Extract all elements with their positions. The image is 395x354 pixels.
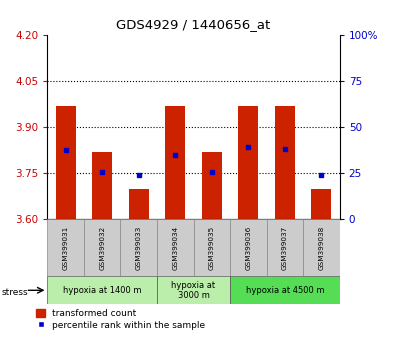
Bar	[129, 189, 149, 219]
Text: stress: stress	[2, 287, 28, 297]
Bar	[311, 189, 331, 219]
Text: GSM399035: GSM399035	[209, 226, 215, 270]
Text: GSM399031: GSM399031	[63, 226, 69, 270]
Bar	[165, 106, 185, 219]
Text: hypoxia at
3000 m: hypoxia at 3000 m	[171, 281, 216, 300]
Text: GSM399033: GSM399033	[136, 226, 142, 270]
Text: GSM399032: GSM399032	[99, 226, 105, 270]
Bar	[202, 152, 222, 219]
Title: GDS4929 / 1440656_at: GDS4929 / 1440656_at	[117, 18, 271, 32]
Bar	[56, 106, 76, 219]
Bar	[303, 219, 340, 276]
Bar	[84, 219, 120, 276]
Text: hypoxia at 4500 m: hypoxia at 4500 m	[246, 286, 324, 295]
Bar	[230, 276, 340, 304]
Text: hypoxia at 1400 m: hypoxia at 1400 m	[63, 286, 141, 295]
Text: GSM399037: GSM399037	[282, 226, 288, 270]
Bar	[194, 219, 230, 276]
Bar	[230, 219, 267, 276]
Bar	[275, 106, 295, 219]
Bar	[157, 276, 230, 304]
Bar	[92, 152, 112, 219]
Bar	[47, 276, 157, 304]
Bar	[47, 219, 84, 276]
Bar	[157, 219, 194, 276]
Bar	[238, 106, 258, 219]
Text: GSM399036: GSM399036	[245, 226, 251, 270]
Text: GSM399034: GSM399034	[172, 226, 178, 270]
Text: GSM399038: GSM399038	[318, 226, 324, 270]
Bar	[267, 219, 303, 276]
Bar	[120, 219, 157, 276]
Legend: transformed count, percentile rank within the sample: transformed count, percentile rank withi…	[36, 309, 205, 330]
